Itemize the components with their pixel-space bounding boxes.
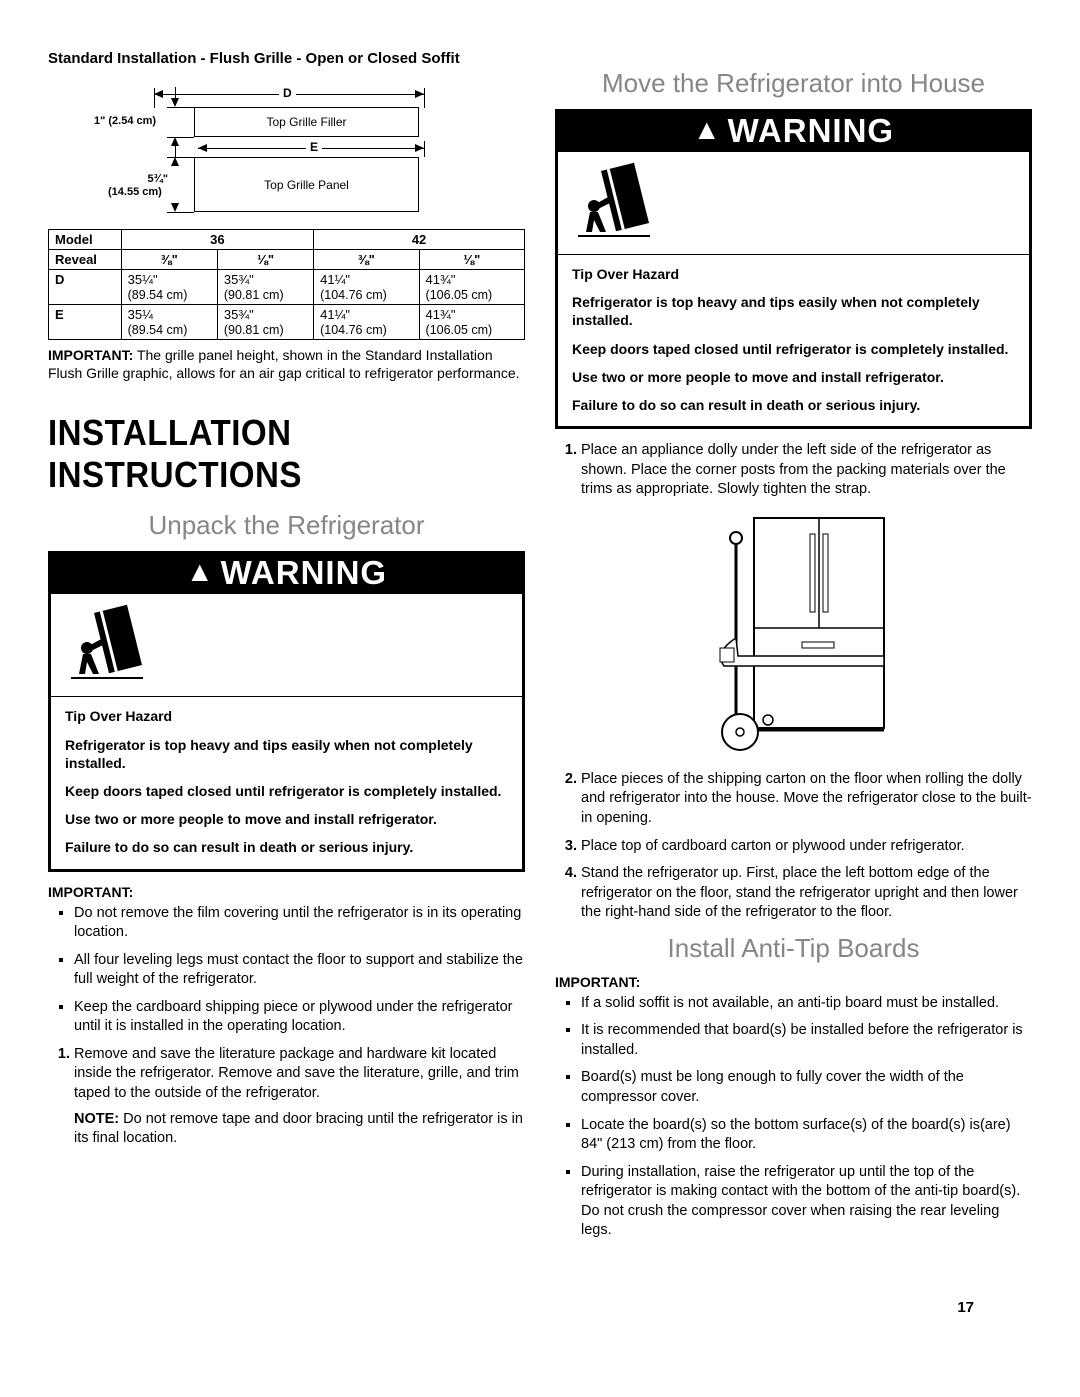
list-item: Place an appliance dolly under the left … — [581, 441, 1032, 500]
page-number: 17 — [957, 1299, 974, 1316]
height2-in: 5¾" — [147, 173, 168, 185]
list-item: Remove and save the literature package a… — [74, 1045, 525, 1149]
list-item: If a solid soffit is not available, an a… — [581, 994, 1032, 1014]
section-title: Standard Installation - Flush Grille - O… — [48, 50, 525, 67]
grille-dimension-diagram: Top Grille Filler Top Grille Panel D E — [54, 81, 434, 221]
d-letter: D — [279, 86, 296, 100]
filler-label: Top Grille Filler — [266, 115, 346, 129]
important-label: IMPORTANT: — [48, 884, 525, 900]
list-item: Stand the refrigerator up. First, place … — [581, 864, 1032, 923]
list-item: Do not remove the film covering until th… — [74, 904, 525, 943]
move-steps: Place an appliance dolly under the left … — [555, 441, 1032, 500]
warning-triangle-icon: ▲ — [186, 556, 215, 588]
e-letter: E — [306, 140, 322, 154]
warning-banner: ▲WARNING — [558, 112, 1029, 152]
hazard-title: Tip Over Hazard — [572, 265, 1015, 283]
list-item: Place top of cardboard carton or plywood… — [581, 837, 1032, 857]
row-label: D — [55, 272, 64, 287]
dimensions-table: Model 36 42 Reveal ⅜" ⅛" ⅜" ⅛" D 35¼"(89… — [48, 229, 525, 340]
antitip-heading: Install Anti-Tip Boards — [555, 933, 1032, 964]
hazard-p4: Failure to do so can result in death or … — [65, 838, 508, 856]
list-item: Keep the cardboard shipping piece or ply… — [74, 998, 525, 1037]
hazard-p4: Failure to do so can result in death or … — [572, 396, 1015, 414]
table-row: D 35¼"(89.54 cm) 35¾"(90.81 cm) 41¼"(104… — [49, 270, 525, 305]
unpack-heading: Unpack the Refrigerator — [48, 510, 525, 541]
hazard-title: Tip Over Hazard — [65, 707, 508, 725]
move-steps-cont: Place pieces of the shipping carton on t… — [555, 770, 1032, 923]
filler-box: Top Grille Filler — [194, 107, 419, 137]
warning-triangle-icon: ▲ — [693, 114, 722, 146]
antitip-bullets: If a solid soffit is not available, an a… — [555, 994, 1032, 1241]
unpack-steps: Remove and save the literature package a… — [48, 1045, 525, 1149]
installation-instructions-heading: INSTALLATION INSTRUCTIONS — [48, 412, 487, 496]
hazard-p1: Refrigerator is top heavy and tips easil… — [65, 736, 508, 772]
th-18a: ⅛" — [217, 250, 313, 270]
hazard-p3: Use two or more people to move and insta… — [572, 368, 1015, 386]
warning-box-move: ▲WARNING Tip Over Hazard Refrigerator is… — [555, 109, 1032, 429]
list-item: Place pieces of the shipping carton on t… — [581, 770, 1032, 829]
th-36: 36 — [121, 230, 313, 250]
tip-over-hazard-icon — [65, 604, 155, 684]
list-item: All four leveling legs must contact the … — [74, 951, 525, 990]
th-reveal: Reveal — [49, 250, 122, 270]
list-item: Locate the board(s) so the bottom surfac… — [581, 1116, 1032, 1155]
hazard-p3: Use two or more people to move and insta… — [65, 810, 508, 828]
hazard-p2: Keep doors taped closed until refrigerat… — [572, 340, 1015, 358]
th-38b: ⅜" — [314, 250, 419, 270]
grille-important-note: IMPORTANT: The grille panel height, show… — [48, 346, 525, 382]
th-18b: ⅛" — [419, 250, 524, 270]
important-label: IMPORTANT: — [555, 974, 1032, 990]
th-42: 42 — [314, 230, 525, 250]
hazard-p1: Refrigerator is top heavy and tips easil… — [572, 293, 1015, 329]
dolly-refrigerator-figure — [674, 508, 914, 758]
unpack-bullets: Do not remove the film covering until th… — [48, 904, 525, 1037]
tip-over-hazard-icon — [572, 162, 662, 242]
table-row: E 35¼(89.54 cm) 35¾"(90.81 cm) 41¼"(104.… — [49, 305, 525, 340]
panel-label: Top Grille Panel — [264, 178, 349, 192]
warning-banner: ▲WARNING — [51, 554, 522, 594]
panel-box: Top Grille Panel — [194, 157, 419, 212]
height2-cm: (14.55 cm) — [108, 186, 162, 198]
hazard-p2: Keep doors taped closed until refrigerat… — [65, 782, 508, 800]
move-heading: Move the Refrigerator into House — [555, 68, 1032, 99]
list-item: Board(s) must be long enough to fully co… — [581, 1068, 1032, 1107]
th-model: Model — [49, 230, 122, 250]
warning-box-unpack: ▲WARNING Tip Over Hazard Refrigerator is… — [48, 551, 525, 871]
list-item: During installation, raise the refrigera… — [581, 1163, 1032, 1241]
row-label: E — [55, 307, 64, 322]
height1-label: 1" (2.54 cm) — [94, 115, 156, 127]
th-38a: ⅜" — [121, 250, 217, 270]
list-item: It is recommended that board(s) be insta… — [581, 1021, 1032, 1060]
